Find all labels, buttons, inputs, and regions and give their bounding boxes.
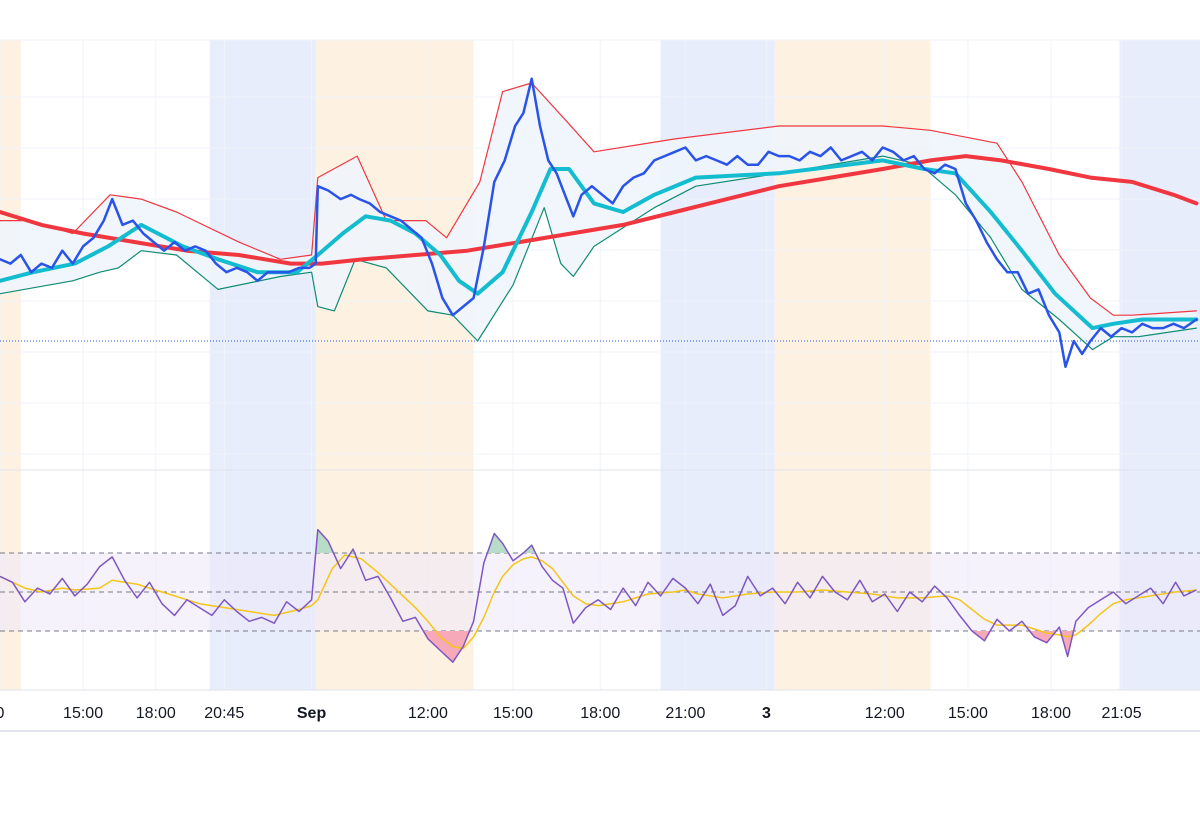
x-tick-label-1: 15:00 — [63, 705, 103, 722]
series-bb-lower-line — [0, 155, 1197, 351]
x-tick-label-2: 18:00 — [136, 705, 176, 722]
time-axis[interactable]: 0 15:00 18:00 20:45 Sep 12:00 15:00 18:00 21:00 3… — [0, 705, 1142, 722]
x-tick-label-10: 12:00 — [865, 705, 905, 722]
bollinger-fill — [0, 83, 1197, 350]
x-tick-label-7: 18:00 — [580, 705, 620, 722]
x-tick-label-6: 15:00 — [493, 705, 533, 722]
x-tick-label-5: 12:00 — [408, 705, 448, 722]
x-tick-label-8: 21:00 — [665, 705, 705, 722]
session-band-europe-0 — [0, 40, 21, 690]
x-tick-label-0: 0 — [0, 705, 5, 722]
price-pane[interactable] — [0, 77, 1200, 369]
series-rsi-ma-line — [0, 554, 1197, 650]
x-tick-label-13: 21:05 — [1102, 705, 1142, 722]
x-tick-label-4: Sep — [297, 705, 327, 722]
x-tick-label-3: 20:45 — [204, 705, 244, 722]
x-tick-label-12: 18:00 — [1031, 705, 1071, 722]
series-rsi-line — [0, 528, 1197, 663]
x-tick-label-11: 15:00 — [948, 705, 988, 722]
x-tick-label-9: 3 — [762, 705, 771, 722]
series-bb-upper-line — [0, 82, 1197, 316]
series-price-line — [0, 77, 1198, 369]
rsi-pane[interactable] — [0, 528, 1200, 663]
